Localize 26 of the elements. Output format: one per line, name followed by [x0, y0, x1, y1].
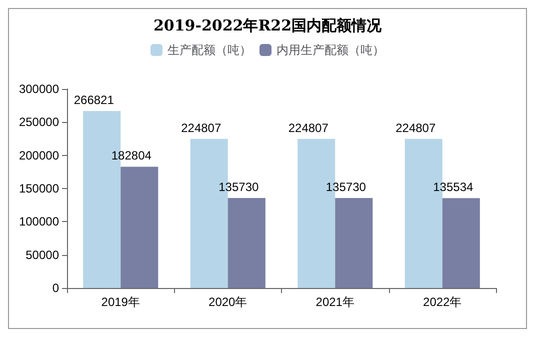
y-tick-label: 100000	[18, 214, 60, 229]
x-tick-label: 2021年	[316, 295, 354, 309]
legend-label: 生产配额（吨）	[168, 43, 252, 57]
data-label: 135534	[433, 180, 474, 194]
x-tick-label: 2019年	[101, 295, 140, 309]
data-label: 224807	[181, 120, 222, 135]
legend-label: 内用生产配额（吨）	[276, 43, 384, 57]
data-label: 224807	[288, 120, 329, 135]
y-tick-label: 200000	[18, 148, 60, 162]
chart-title: 2019-2022年R22国内配额情况	[153, 16, 383, 34]
bar	[120, 166, 158, 288]
bar	[335, 198, 373, 288]
y-tick-label: 300000	[18, 82, 60, 96]
data-label: 182804	[111, 148, 152, 163]
data-label: 135730	[326, 180, 366, 194]
x-tick-label: 2020年	[208, 295, 248, 309]
y-tick-label: 250000	[18, 115, 60, 130]
data-label: 224807	[396, 120, 436, 135]
y-tick-label: 0	[52, 281, 60, 295]
y-tick-label: 50000	[26, 248, 60, 262]
data-label: 266821	[74, 93, 114, 108]
data-label: 135730	[218, 180, 259, 194]
x-tick-label: 2022年	[423, 295, 462, 309]
y-tick-label: 150000	[18, 182, 60, 196]
bar	[442, 198, 480, 288]
bar	[228, 198, 266, 288]
